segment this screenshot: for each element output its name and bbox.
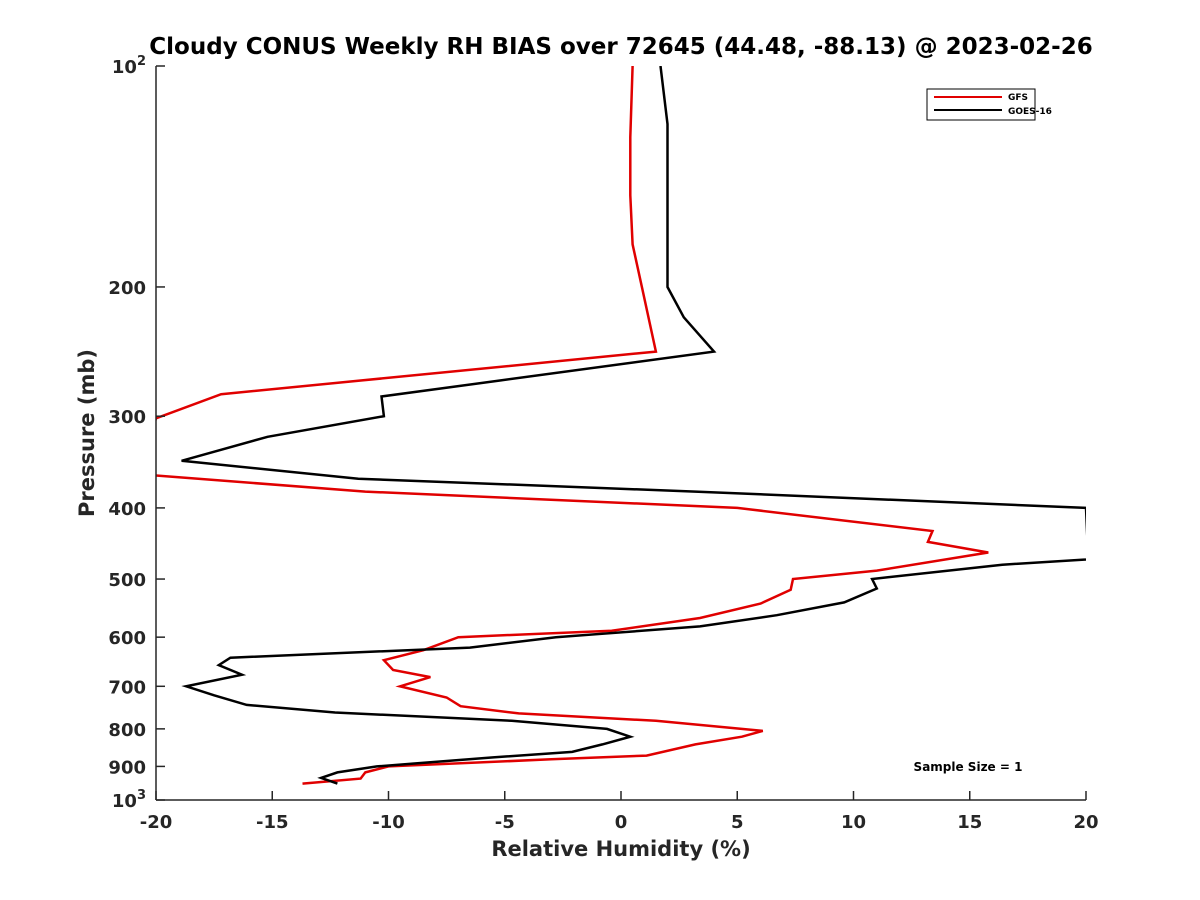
y-tick-label: 700 — [108, 677, 146, 698]
x-tick-label: 20 — [1073, 812, 1098, 833]
x-tick-label: 10 — [841, 812, 866, 833]
legend-label-goes16: GOES-16 — [1008, 107, 1052, 117]
x-tick-label: 15 — [957, 812, 982, 833]
x-tick-label: 0 — [615, 812, 628, 833]
y-tick-label: 300 — [108, 407, 146, 428]
legend: GFS GOES-16 — [926, 88, 1052, 121]
x-tick-label: -10 — [372, 812, 405, 833]
x-tick-label: -20 — [140, 812, 173, 833]
y-axis-label: Pressure (mb) — [75, 349, 99, 517]
y-tick-label: 500 — [108, 570, 146, 591]
x-tick-label: -15 — [256, 812, 289, 833]
y-tick-label: 103 — [112, 788, 146, 812]
x-axis-label: Relative Humidity (%) — [491, 837, 750, 861]
series-line-goes16 — [181, 66, 1086, 785]
sample-size-annotation: Sample Size = 1 — [914, 760, 1023, 774]
plot-area — [156, 66, 1086, 800]
chart-title: Cloudy CONUS Weekly RH BIAS over 72645 (… — [149, 34, 1092, 60]
series-layer — [156, 66, 1086, 785]
y-tick-label: 800 — [108, 720, 146, 741]
y-tick-label: 102 — [112, 54, 146, 78]
x-tick-label: 5 — [731, 812, 744, 833]
series-line-gfs — [156, 66, 989, 785]
x-ticks: -20 -15 -10 -5 0 5 10 15 20 — [140, 791, 1099, 833]
legend-box — [926, 88, 1036, 121]
y-tick-label: 400 — [108, 499, 146, 520]
y-tick-label: 600 — [108, 628, 146, 649]
y-tick-label: 200 — [108, 278, 146, 299]
x-tick-label: -5 — [495, 812, 515, 833]
legend-label-gfs: GFS — [1008, 93, 1028, 103]
y-tick-label: 900 — [108, 757, 146, 778]
y-ticks: 102 200 300 400 500 600 700 800 900 103 — [108, 54, 165, 812]
